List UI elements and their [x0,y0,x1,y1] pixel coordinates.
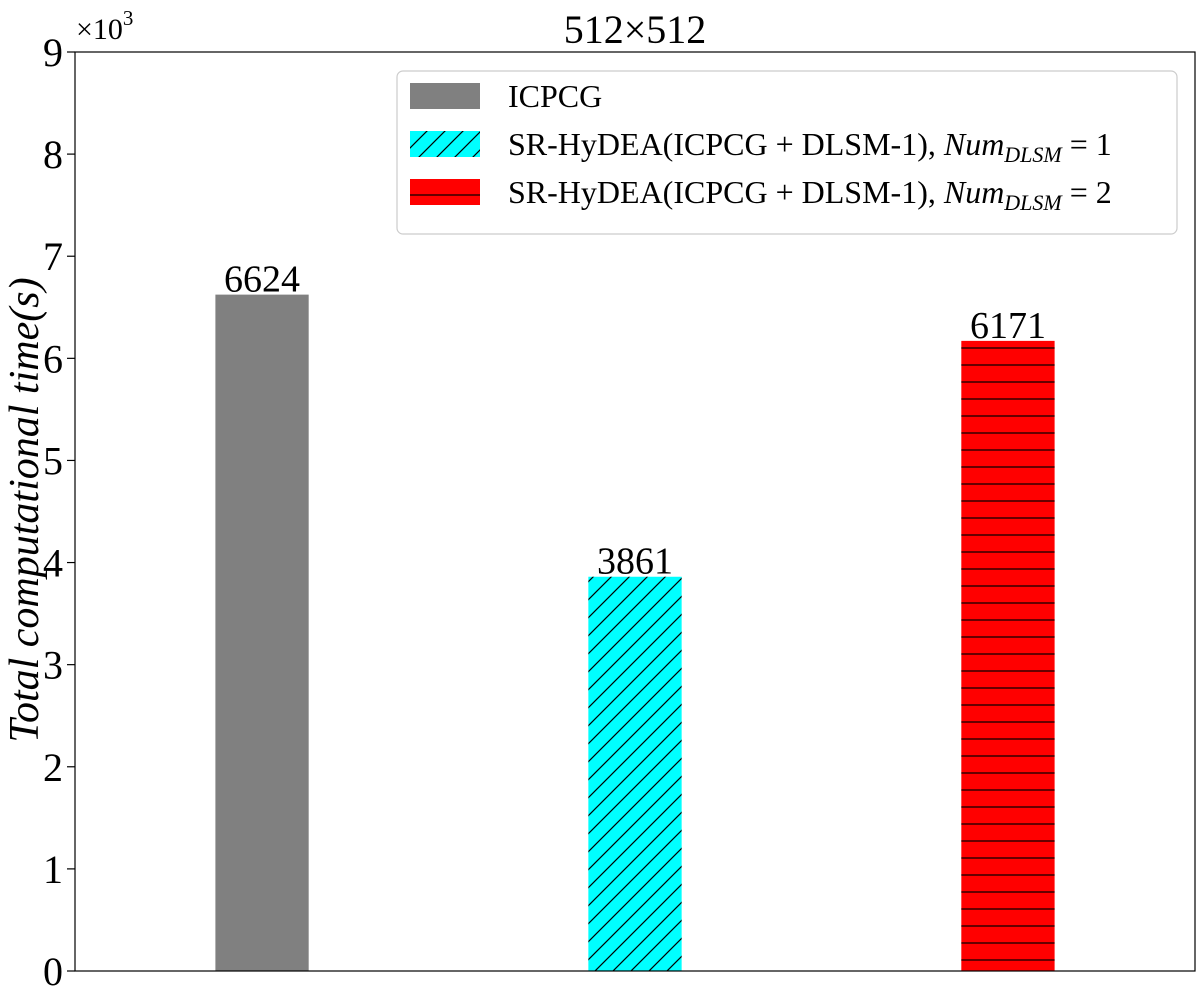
y-tick-label: 1 [43,847,63,892]
legend-prefix: SR-HyDEA(ICPCG + DLSM-1), [508,174,944,210]
y-tick-label: 8 [43,132,63,177]
y-multiplier-base: ×10 [76,13,123,46]
chart-title: 512×512 [564,7,707,52]
legend-number: 2 [1096,174,1112,210]
legend-label-3: SR-HyDEA(ICPCG + DLSM-1), NumDLSM = 2 [508,174,1112,215]
legend-label-1: ICPCG [508,78,602,114]
y-tick-label: 6 [43,336,63,381]
legend-box [396,70,1178,235]
legend-swatch-2-hatch [410,131,480,157]
legend-number: 1 [1096,126,1112,162]
legend-prefix: SR-HyDEA(ICPCG + DLSM-1), [508,126,944,162]
legend-subscript: DLSM [1003,142,1063,167]
legend-equals: = [1062,126,1096,162]
y-tick-label: 7 [43,234,63,279]
y-tick-label: 3 [43,643,63,688]
y-tick-label: 9 [43,30,63,75]
y-multiplier-exponent: 3 [123,6,134,30]
y-tick-label: 2 [43,745,63,790]
y-multiplier-label: ×103 [76,6,133,46]
legend-equals: = [1062,174,1096,210]
bar-3-hatch [961,340,1055,972]
legend-swatch-1 [410,83,480,109]
bar-2-hatch [588,576,682,971]
legend-variable: Num [943,174,1004,210]
y-axis-ticks: 0 1 2 3 4 5 6 7 8 9 [43,30,75,994]
plot-frame [74,51,1196,972]
y-tick-label: 4 [43,541,63,586]
legend-subscript: DLSM [1003,190,1063,215]
legend-swatch-3-hatch [410,179,480,205]
bar-3-value-label: 6171 [970,305,1046,347]
bar-2-value-label: 3861 [597,541,673,583]
bar-1 [215,294,309,972]
y-tick-label: 5 [43,438,63,483]
bar-value-labels: 6624 3861 6171 [224,259,1046,583]
y-tick-label: 0 [43,949,63,994]
legend-variable: Num [943,126,1004,162]
bar-1-value-label: 6624 [224,259,300,301]
legend-label-2: SR-HyDEA(ICPCG + DLSM-1), NumDLSM = 1 [508,126,1112,167]
y-axis-label: Total computational time(s) [2,277,48,742]
bars [215,294,1055,972]
